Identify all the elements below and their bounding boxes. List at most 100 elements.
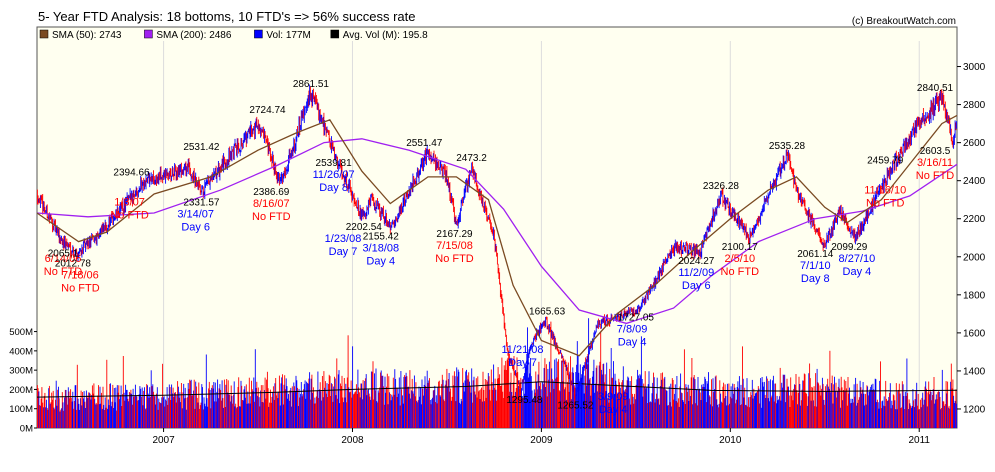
- annotation-text: 1265.52: [557, 400, 594, 411]
- price-label: 2459.79: [867, 155, 904, 166]
- annotation-text: 7/15/08: [436, 240, 473, 252]
- annotation-text: 2603.5: [920, 146, 951, 157]
- annotation-text: 2535.28: [769, 141, 806, 152]
- annotation-text: 11/21/08: [501, 344, 543, 356]
- annotation-text: Day 8: [319, 182, 348, 194]
- price-label: 2202.54: [346, 222, 383, 233]
- chart-credit: (c) BreakoutWatch.com: [852, 16, 956, 27]
- legend-swatch: [330, 29, 340, 39]
- price-label: 2326.28: [703, 181, 740, 192]
- annotation-text: 2100.17: [722, 242, 759, 253]
- annotation-text: 6/14/06: [45, 253, 82, 265]
- price-label: 2724.74: [249, 105, 286, 116]
- volume-tick-label: 400M: [9, 346, 33, 357]
- annotation-text: No FTD: [252, 211, 291, 223]
- volume-tick-label: 300M: [9, 366, 33, 377]
- price-tick-label: 2200: [963, 214, 986, 225]
- price-tick-label: 1200: [963, 404, 986, 415]
- price-label: 2155.42: [363, 231, 400, 242]
- legend-label: SMA (50): 2743: [52, 30, 122, 41]
- price-label: 2603.5: [920, 146, 951, 157]
- x-tick-label: 2010: [719, 435, 742, 446]
- volume-layer: [36, 318, 958, 428]
- annotation-text: 1/3/07: [114, 197, 145, 209]
- price-label: 2473.2: [456, 153, 487, 164]
- annotation-text: 2/5/10: [725, 253, 756, 265]
- annotation-text: 11/2/09: [678, 267, 714, 279]
- annotation-text: 11/26/07: [313, 169, 355, 181]
- legend-item: SMA (200): 2486: [144, 29, 232, 41]
- annotation-text: No FTD: [110, 210, 149, 222]
- x-tick-label: 2008: [341, 435, 364, 446]
- price-tick-label: 1400: [963, 366, 986, 377]
- volume-tick-label: 500M: [9, 327, 33, 338]
- price-label: 1665.63: [529, 306, 566, 317]
- annotation-text: No FTD: [435, 253, 474, 265]
- price-label: 2531.42: [183, 142, 220, 153]
- annotation-text: 2331.57: [183, 198, 220, 209]
- sma200-line: [36, 138, 958, 325]
- annotation-text: 2551.47: [406, 138, 443, 149]
- annotation-text: 2024.27: [678, 256, 715, 267]
- legend-item: Avg. Vol (M): 195.8: [330, 29, 428, 41]
- annotation-text: Day 6: [682, 280, 711, 292]
- annotation-text: Day 4: [366, 255, 395, 267]
- annotation-text: 2724.74: [249, 105, 286, 116]
- price-label: 2167.29: [436, 229, 473, 240]
- annotation-text: Day 7: [508, 357, 537, 369]
- annotation-text: 2202.54: [346, 222, 383, 233]
- annotation-text: 2326.28: [703, 181, 740, 192]
- annotation-text: 2155.42: [363, 231, 400, 242]
- price-tick-label: 2800: [963, 100, 986, 111]
- legend: SMA (50): 2743 SMA (200): 2486 Vol: 177M Av…: [39, 29, 428, 41]
- price-tick-label: 2600: [963, 138, 986, 149]
- annotation-text: 3/9/09: [598, 391, 629, 403]
- price-layer: [36, 84, 958, 401]
- price-label: 2394.66: [113, 168, 150, 179]
- annotation-text: 2840.51: [917, 83, 954, 94]
- price-label: 2535.28: [769, 141, 806, 152]
- annotation-text: 7/8/09: [617, 324, 648, 336]
- price-tick-label: 1600: [963, 328, 986, 339]
- annotation-text: No FTD: [61, 282, 100, 294]
- annotation-text: 8/16/07: [253, 198, 290, 210]
- annotation-text: No FTD: [866, 197, 905, 209]
- price-label: 2061.14: [797, 249, 834, 260]
- grid: [163, 41, 920, 428]
- price-label: 1265.52: [557, 400, 594, 411]
- annotation-text: Day 4: [599, 404, 628, 416]
- x-tick-label: 2007: [152, 435, 175, 446]
- annotation-text: 2459.79: [867, 155, 904, 166]
- annotation-text: No FTD: [44, 266, 83, 278]
- price-tick-label: 2400: [963, 176, 986, 187]
- axes: 2007 2008 2009 2010 2011 1200 1400 1600 1800 2000…: [9, 62, 985, 446]
- price-label: 2024.27: [678, 256, 715, 267]
- x-tick-label: 2009: [530, 435, 553, 446]
- annotation-text: 3/18/08: [362, 242, 399, 254]
- price-label: 2861.51: [293, 79, 330, 90]
- annotation-text: 7/18/06: [62, 269, 99, 281]
- annotation-text: 1295.48: [506, 395, 543, 406]
- price-label: 2065.1: [48, 248, 79, 259]
- price-label: 2099.29: [831, 242, 868, 253]
- annotation-text: 11/16/10: [864, 184, 906, 196]
- annotation-text: 2061.14: [797, 249, 834, 260]
- price-label: 2539.81: [316, 158, 353, 169]
- annotation-text: 2531.42: [183, 142, 220, 153]
- annotation-text: 2539.81: [316, 158, 353, 169]
- annotation-text: 3/16/11: [917, 157, 953, 169]
